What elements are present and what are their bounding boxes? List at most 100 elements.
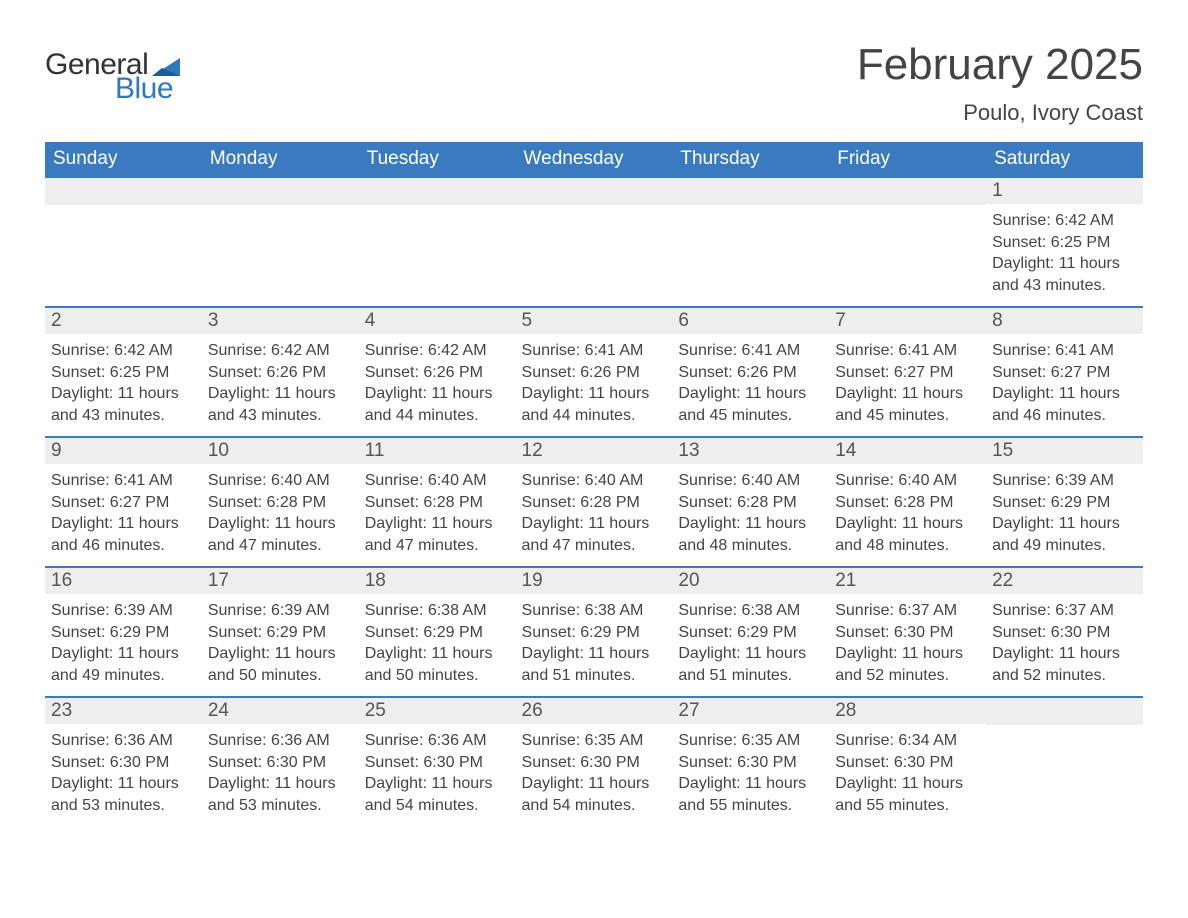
month-title: February 2025 [857,40,1143,90]
calendar-day-cell: 3Sunrise: 6:42 AMSunset: 6:26 PMDaylight… [202,307,359,437]
sunrise-text: Sunrise: 6:41 AM [522,340,667,362]
day-number: 16 [45,568,202,594]
calendar-day-cell: 8Sunrise: 6:41 AMSunset: 6:27 PMDaylight… [986,307,1143,437]
daylight-text: Daylight: 11 hours and 53 minutes. [51,773,196,816]
calendar-day-cell: 19Sunrise: 6:38 AMSunset: 6:29 PMDayligh… [516,567,673,697]
sunset-text: Sunset: 6:29 PM [51,622,196,644]
daylight-text: Daylight: 11 hours and 45 minutes. [678,383,823,426]
brand-word-2: Blue [115,72,180,106]
calendar-day-cell: 5Sunrise: 6:41 AMSunset: 6:26 PMDaylight… [516,307,673,437]
daylight-text: Daylight: 11 hours and 47 minutes. [522,513,667,556]
calendar-day-cell: 20Sunrise: 6:38 AMSunset: 6:29 PMDayligh… [672,567,829,697]
day-details: Sunrise: 6:39 AMSunset: 6:29 PMDaylight:… [45,594,202,692]
sunrise-text: Sunrise: 6:35 AM [678,730,823,752]
calendar-day-cell: 17Sunrise: 6:39 AMSunset: 6:29 PMDayligh… [202,567,359,697]
daylight-text: Daylight: 11 hours and 46 minutes. [51,513,196,556]
daylight-text: Daylight: 11 hours and 52 minutes. [992,643,1137,686]
calendar-week-row: 1Sunrise: 6:42 AMSunset: 6:25 PMDaylight… [45,177,1143,307]
calendar-day-cell: 12Sunrise: 6:40 AMSunset: 6:28 PMDayligh… [516,437,673,567]
sunrise-text: Sunrise: 6:38 AM [365,600,510,622]
calendar-day-cell [359,177,516,307]
day-details: Sunrise: 6:40 AMSunset: 6:28 PMDaylight:… [672,464,829,562]
sunrise-text: Sunrise: 6:42 AM [208,340,353,362]
daylight-text: Daylight: 11 hours and 48 minutes. [678,513,823,556]
day-number: 25 [359,698,516,724]
daylight-text: Daylight: 11 hours and 48 minutes. [835,513,980,556]
day-number: 28 [829,698,986,724]
day-details: Sunrise: 6:41 AMSunset: 6:26 PMDaylight:… [672,334,829,432]
day-number: 17 [202,568,359,594]
sunset-text: Sunset: 6:29 PM [522,622,667,644]
sunrise-text: Sunrise: 6:39 AM [51,600,196,622]
sunset-text: Sunset: 6:30 PM [208,752,353,774]
sunrise-text: Sunrise: 6:40 AM [678,470,823,492]
sunset-text: Sunset: 6:25 PM [992,232,1137,254]
calendar-day-cell: 4Sunrise: 6:42 AMSunset: 6:26 PMDaylight… [359,307,516,437]
sunset-text: Sunset: 6:28 PM [835,492,980,514]
daylight-text: Daylight: 11 hours and 44 minutes. [365,383,510,426]
sunset-text: Sunset: 6:27 PM [992,362,1137,384]
calendar-day-cell [672,177,829,307]
day-details: Sunrise: 6:42 AMSunset: 6:26 PMDaylight:… [359,334,516,432]
day-details: Sunrise: 6:39 AMSunset: 6:29 PMDaylight:… [986,464,1143,562]
day-number: 22 [986,568,1143,594]
sunrise-text: Sunrise: 6:35 AM [522,730,667,752]
daylight-text: Daylight: 11 hours and 47 minutes. [208,513,353,556]
sunrise-text: Sunrise: 6:38 AM [678,600,823,622]
daylight-text: Daylight: 11 hours and 55 minutes. [835,773,980,816]
empty-day-header [986,698,1143,725]
sunrise-text: Sunrise: 6:41 AM [678,340,823,362]
sunset-text: Sunset: 6:29 PM [208,622,353,644]
day-details: Sunrise: 6:35 AMSunset: 6:30 PMDaylight:… [672,724,829,822]
weekday-header: Saturday [986,142,1143,177]
calendar-day-cell: 26Sunrise: 6:35 AMSunset: 6:30 PMDayligh… [516,697,673,827]
day-number: 24 [202,698,359,724]
calendar-day-cell: 28Sunrise: 6:34 AMSunset: 6:30 PMDayligh… [829,697,986,827]
daylight-text: Daylight: 11 hours and 46 minutes. [992,383,1137,426]
calendar-day-cell: 9Sunrise: 6:41 AMSunset: 6:27 PMDaylight… [45,437,202,567]
weekday-header: Tuesday [359,142,516,177]
sunrise-text: Sunrise: 6:39 AM [992,470,1137,492]
sunset-text: Sunset: 6:26 PM [365,362,510,384]
brand-logo: General Blue [45,48,180,106]
day-details: Sunrise: 6:37 AMSunset: 6:30 PMDaylight:… [829,594,986,692]
sunset-text: Sunset: 6:30 PM [678,752,823,774]
calendar-table: SundayMondayTuesdayWednesdayThursdayFrid… [45,142,1143,827]
day-number: 23 [45,698,202,724]
empty-day-header [359,178,516,205]
sunrise-text: Sunrise: 6:34 AM [835,730,980,752]
day-details: Sunrise: 6:38 AMSunset: 6:29 PMDaylight:… [516,594,673,692]
daylight-text: Daylight: 11 hours and 54 minutes. [365,773,510,816]
day-number: 20 [672,568,829,594]
day-number: 8 [986,308,1143,334]
sunset-text: Sunset: 6:26 PM [522,362,667,384]
daylight-text: Daylight: 11 hours and 52 minutes. [835,643,980,686]
day-number: 13 [672,438,829,464]
sunrise-text: Sunrise: 6:40 AM [365,470,510,492]
day-details: Sunrise: 6:34 AMSunset: 6:30 PMDaylight:… [829,724,986,822]
calendar-week-row: 23Sunrise: 6:36 AMSunset: 6:30 PMDayligh… [45,697,1143,827]
sunrise-text: Sunrise: 6:41 AM [835,340,980,362]
day-details: Sunrise: 6:35 AMSunset: 6:30 PMDaylight:… [516,724,673,822]
calendar-day-cell: 23Sunrise: 6:36 AMSunset: 6:30 PMDayligh… [45,697,202,827]
calendar-day-cell: 6Sunrise: 6:41 AMSunset: 6:26 PMDaylight… [672,307,829,437]
calendar-day-cell: 25Sunrise: 6:36 AMSunset: 6:30 PMDayligh… [359,697,516,827]
sunset-text: Sunset: 6:30 PM [365,752,510,774]
calendar-day-cell [45,177,202,307]
sunrise-text: Sunrise: 6:40 AM [522,470,667,492]
day-details: Sunrise: 6:40 AMSunset: 6:28 PMDaylight:… [516,464,673,562]
daylight-text: Daylight: 11 hours and 45 minutes. [835,383,980,426]
calendar-day-cell: 18Sunrise: 6:38 AMSunset: 6:29 PMDayligh… [359,567,516,697]
day-number: 15 [986,438,1143,464]
weekday-header: Sunday [45,142,202,177]
daylight-text: Daylight: 11 hours and 50 minutes. [365,643,510,686]
sunrise-text: Sunrise: 6:39 AM [208,600,353,622]
sunset-text: Sunset: 6:30 PM [522,752,667,774]
calendar-day-cell: 10Sunrise: 6:40 AMSunset: 6:28 PMDayligh… [202,437,359,567]
day-number: 7 [829,308,986,334]
day-details: Sunrise: 6:41 AMSunset: 6:26 PMDaylight:… [516,334,673,432]
day-details: Sunrise: 6:40 AMSunset: 6:28 PMDaylight:… [202,464,359,562]
day-number: 27 [672,698,829,724]
daylight-text: Daylight: 11 hours and 49 minutes. [992,513,1137,556]
daylight-text: Daylight: 11 hours and 51 minutes. [678,643,823,686]
